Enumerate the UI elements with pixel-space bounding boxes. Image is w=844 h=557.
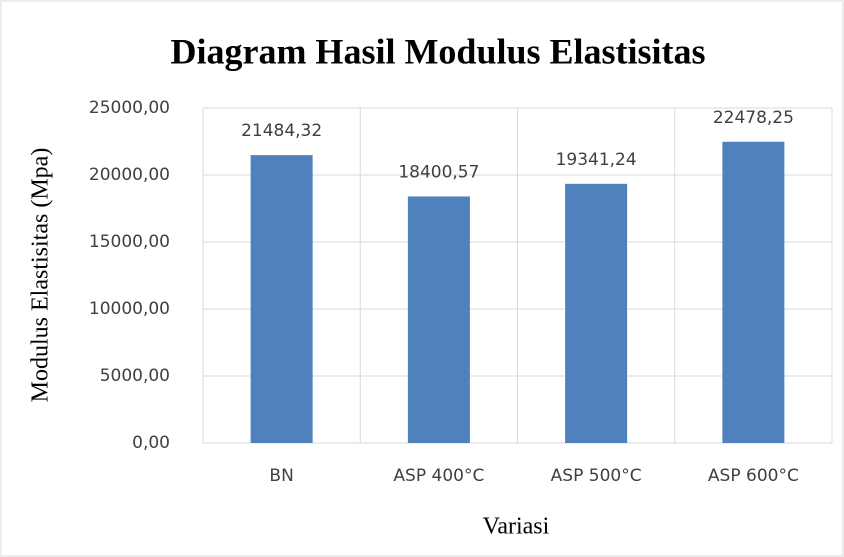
x-tick-label: ASP 600°C xyxy=(708,466,799,486)
bar xyxy=(722,141,785,443)
bar xyxy=(250,155,313,443)
y-axis-label: Modulus Elastisitas (Mpa) xyxy=(28,148,54,403)
y-tick-label: 5000,00 xyxy=(100,366,170,386)
y-tick-label: 10000,00 xyxy=(89,299,170,319)
value-label: 19341,24 xyxy=(556,150,637,170)
value-label: 21484,32 xyxy=(241,121,322,141)
y-tick-label: 15000,00 xyxy=(89,232,170,252)
x-tick-label: BN xyxy=(269,466,293,486)
value-label: 18400,57 xyxy=(398,162,479,182)
y-tick-label: 25000,00 xyxy=(89,98,170,118)
x-tick-label: ASP 400°C xyxy=(393,466,484,486)
bar xyxy=(407,196,470,443)
bar xyxy=(565,183,628,443)
chart-title: Diagram Hasil Modulus Elastisitas xyxy=(170,31,705,71)
value-label: 22478,25 xyxy=(713,108,794,128)
y-tick-label: 20000,00 xyxy=(89,165,170,185)
x-axis-label: Variasi xyxy=(483,514,550,540)
y-tick-label: 0,00 xyxy=(132,433,170,453)
x-tick-label: ASP 500°C xyxy=(551,466,642,486)
